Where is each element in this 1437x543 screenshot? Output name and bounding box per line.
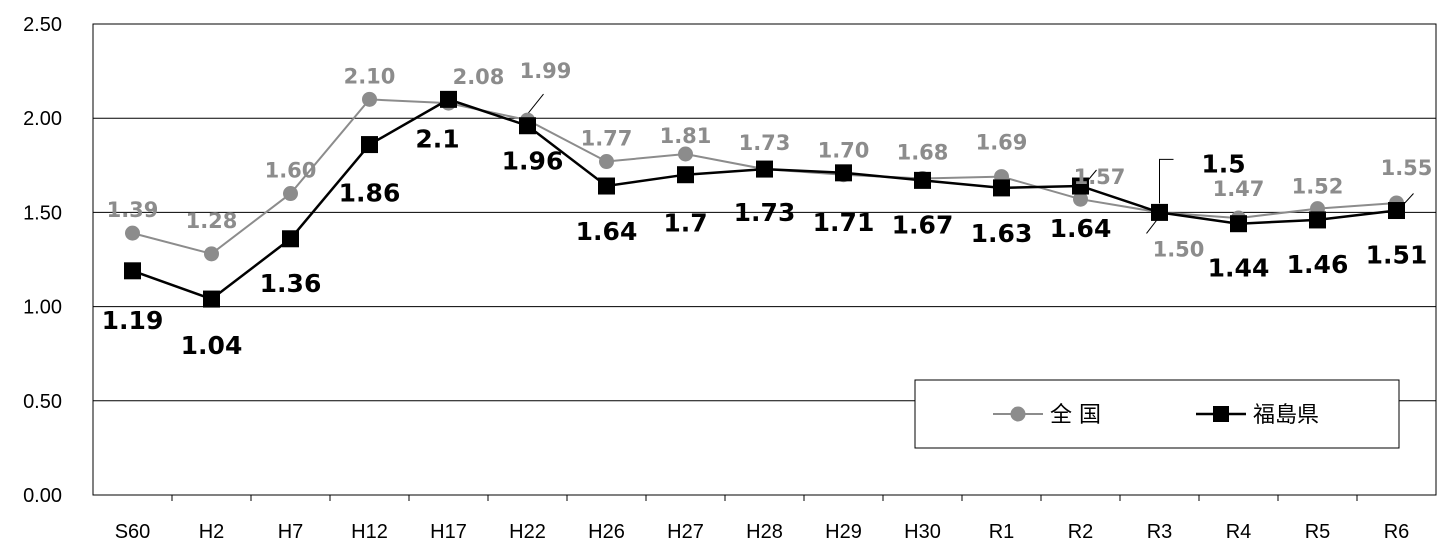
data-label-fukushima: 1.44	[1208, 254, 1270, 283]
data-label-fukushima: 1.36	[260, 269, 322, 298]
data-label-fukushima: 1.67	[892, 210, 954, 239]
leader-line	[1159, 158, 1174, 204]
point-national	[678, 146, 693, 162]
x-tick-label: H26	[588, 521, 625, 543]
data-label-national: 2.08	[453, 65, 505, 89]
legend-marker-national	[1010, 406, 1026, 422]
data-label-national: 1.81	[660, 124, 712, 148]
series-group	[124, 90, 1405, 308]
point-fukushima	[203, 290, 220, 308]
data-label-national: 1.68	[897, 141, 949, 165]
x-tick-label: H28	[746, 521, 783, 543]
y-tick-label: 1.50	[23, 202, 62, 224]
data-label-national: 1.28	[186, 209, 238, 233]
data-labels: 1.39 1.28 1.60 2.10 2.08 1.99 1.77 1.81 1.73 1.70…	[102, 59, 1433, 360]
x-tick-label: R6	[1384, 521, 1410, 543]
data-label-national: 1.50	[1153, 237, 1205, 261]
point-fukushima	[598, 177, 615, 195]
data-label-national: 1.39	[107, 198, 159, 222]
y-tick-label: 0.50	[23, 391, 62, 413]
point-fukushima	[677, 166, 694, 184]
point-fukushima	[282, 230, 299, 248]
data-label-national: 1.52	[1292, 175, 1344, 199]
point-fukushima	[914, 171, 931, 189]
data-label-fukushima: 1.64	[576, 217, 638, 246]
data-label-national: 2.10	[344, 64, 396, 88]
data-label-national: 1.57	[1074, 165, 1126, 189]
data-label-fukushima: 1.46	[1287, 250, 1349, 279]
point-fukushima	[1388, 202, 1405, 220]
data-label-fukushima: 1.63	[971, 219, 1033, 248]
data-label-fukushima: 1.5	[1201, 149, 1245, 178]
point-fukushima	[993, 179, 1010, 197]
point-national	[1073, 191, 1088, 207]
y-axis: 0.00 0.50 1.00 1.50 2.00 2.50	[23, 14, 62, 507]
x-axis: S60 H2 H7 H12 H17 H22 H26 H27 H28 H29 H30 R1 R2 R3 R4 R…	[115, 495, 1410, 543]
data-label-national: 1.73	[739, 131, 791, 155]
legend-label-fukushima: 福島県	[1253, 403, 1319, 428]
data-label-fukushima: 1.73	[734, 198, 796, 227]
x-tick-label: H27	[667, 521, 704, 543]
data-label-national: 1.77	[581, 127, 633, 151]
data-label-national: 1.99	[520, 59, 572, 83]
data-label-fukushima: 2.1	[415, 124, 459, 153]
data-label-national: 1.70	[818, 139, 870, 163]
legend-box	[914, 379, 1400, 449]
point-fukushima	[1309, 211, 1326, 229]
y-tick-label: 2.50	[23, 14, 62, 36]
x-tick-label: R2	[1068, 521, 1094, 543]
point-fukushima	[519, 117, 536, 135]
point-fukushima	[835, 164, 852, 182]
x-tick-label: H17	[430, 521, 467, 543]
x-tick-label: S60	[115, 521, 151, 543]
data-label-fukushima: 1.7	[663, 209, 707, 238]
data-label-national: 1.55	[1381, 156, 1433, 180]
y-tick-label: 0.00	[23, 485, 62, 507]
point-fukushima	[1230, 215, 1247, 233]
point-fukushima	[361, 136, 378, 154]
point-national	[283, 186, 298, 202]
data-label-fukushima: 1.64	[1050, 214, 1112, 243]
data-label-national: 1.60	[265, 159, 317, 183]
data-label-fukushima: 1.71	[813, 208, 875, 237]
x-tick-label: H29	[825, 521, 862, 543]
data-label-fukushima: 1.51	[1366, 241, 1428, 270]
point-fukushima	[1072, 177, 1089, 195]
point-fukushima	[124, 262, 141, 280]
point-national	[125, 225, 140, 241]
data-label-fukushima: 1.96	[502, 147, 564, 176]
leader-line	[527, 93, 544, 115]
y-tick-label: 2.00	[23, 108, 62, 130]
leader-line	[1146, 220, 1157, 234]
point-national	[204, 246, 219, 262]
legend-label-national: 全 国	[1050, 403, 1101, 428]
x-tick-label: H22	[509, 521, 546, 543]
x-tick-label: R3	[1147, 521, 1173, 543]
data-label-national: 1.47	[1213, 177, 1265, 201]
data-label-national: 1.69	[976, 131, 1028, 155]
legend: 全 国 福島県	[914, 379, 1400, 449]
x-tick-label: R1	[989, 521, 1015, 543]
x-tick-label: R5	[1305, 521, 1331, 543]
data-label-fukushima: 1.19	[102, 306, 164, 335]
point-fukushima	[756, 160, 773, 178]
data-label-fukushima: 1.04	[181, 331, 243, 360]
x-tick-label: H2	[199, 521, 225, 543]
point-national	[362, 91, 377, 107]
x-tick-label: R4	[1226, 521, 1252, 543]
data-label-fukushima: 1.86	[339, 179, 401, 208]
point-fukushima	[1151, 203, 1168, 221]
y-tick-label: 1.00	[23, 297, 62, 319]
x-tick-label: H12	[351, 521, 388, 543]
legend-marker-fukushima	[1213, 406, 1229, 422]
point-national	[599, 154, 614, 170]
x-tick-label: H7	[278, 521, 304, 543]
point-fukushima	[440, 90, 457, 108]
x-tick-label: H30	[904, 521, 941, 543]
